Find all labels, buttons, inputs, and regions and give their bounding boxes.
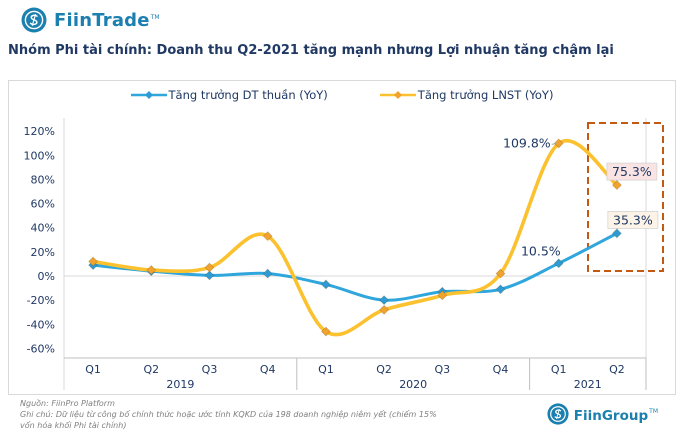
quarter-label: Q3 <box>202 363 218 376</box>
y-tick-label: 80% <box>31 173 55 186</box>
fiingroup-logo-icon <box>547 403 569 425</box>
page-title: Nhóm Phi tài chính: Doanh thu Q2-2021 tă… <box>8 43 614 58</box>
legend-diamond <box>144 91 153 99</box>
footer-brand-name: FiinGroup <box>573 407 649 424</box>
data-point-marker <box>320 326 331 337</box>
quarter-label: Q4 <box>260 363 276 376</box>
quarter-label: Q3 <box>434 363 450 376</box>
fiingroup-logo: FiinGroupTM <box>547 403 658 425</box>
data-label: 35.3% <box>613 212 653 227</box>
data-point-marker <box>262 231 273 242</box>
quarter-label: Q1 <box>318 363 334 376</box>
legend-label-profit: Tăng trưởng LNST (YoY) <box>417 88 554 102</box>
chart-plot-area: 120% 100% 80% 60% 40% 20% 0% -20% -40% -60% 2019 20… <box>9 81 675 396</box>
y-tick-label: 40% <box>31 222 55 235</box>
highlight-box-2021 <box>587 122 664 272</box>
data-point-marker <box>379 295 390 306</box>
data-label-box <box>606 162 658 181</box>
y-tick-label: 0% <box>38 270 55 283</box>
footer: Nguồn: FiinPro Platform Ghi chú: Dữ liệu… <box>20 398 670 431</box>
legend-diamond <box>393 91 402 99</box>
footer-notes: Nguồn: FiinPro Platform Ghi chú: Dữ liệu… <box>20 398 450 431</box>
year-label: 2020 <box>399 378 427 391</box>
legend-marker-profit <box>379 91 416 99</box>
legend-item-profit-growth: Tăng trưởng LNST (YoY) <box>379 88 554 102</box>
data-point-marker <box>553 258 564 269</box>
y-tick-label: 120% <box>24 125 55 138</box>
data-label-box <box>607 211 659 229</box>
data-point-marker <box>146 264 157 275</box>
trademark-mark: TM <box>150 14 160 22</box>
data-point-marker <box>88 256 99 267</box>
source-note: Nguồn: FiinPro Platform <box>20 399 115 408</box>
growth-line-chart: 120% 100% 80% 60% 40% 20% 0% -20% -40% -60% 2019 20… <box>24 118 664 391</box>
quarter-label: Q1 <box>551 363 567 376</box>
data-point-marker <box>495 268 506 279</box>
data-point-marker <box>320 279 331 290</box>
chart-legend: Tăng trưởng DT thuần (YoY) Tăng trưởng L… <box>9 88 675 102</box>
quarter-label: Q4 <box>493 363 509 376</box>
brand-name: FiinTrade <box>54 9 150 31</box>
data-point-marker <box>379 304 390 315</box>
data-point-marker <box>611 180 622 191</box>
series-line-0 <box>91 231 619 302</box>
data-label: 75.3% <box>612 164 652 179</box>
legend-marker-revenue <box>130 91 167 99</box>
y-tick-label: 20% <box>31 246 55 259</box>
quarter-label: Q1 <box>85 363 101 376</box>
y-tick-label: -20% <box>27 294 55 307</box>
data-point-marker <box>553 138 564 149</box>
fiintrade-logo-icon <box>21 7 47 33</box>
legend-item-revenue-growth: Tăng trưởng DT thuần (YoY) <box>130 88 328 102</box>
quarter-label: Q2 <box>609 363 625 376</box>
label-leader-line <box>551 142 557 145</box>
data-label: 109.8% <box>503 135 551 150</box>
data-point-marker <box>611 228 622 239</box>
method-note: Ghi chú: Dữ liệu từ công bố chính thức h… <box>20 410 437 431</box>
data-point-marker <box>495 284 506 295</box>
data-point-marker <box>204 262 215 273</box>
y-tick-label: -40% <box>27 318 55 331</box>
quarter-label: Q2 <box>143 363 159 376</box>
data-point-marker <box>204 270 215 281</box>
y-tick-label: 60% <box>31 198 55 211</box>
data-point-marker <box>437 290 448 301</box>
y-tick-label: -60% <box>27 342 55 355</box>
year-label: 2019 <box>166 378 194 391</box>
series-line-1 <box>91 139 619 337</box>
quarter-label: Q2 <box>376 363 392 376</box>
y-tick-label: 100% <box>24 149 55 162</box>
data-label: 10.5% <box>521 243 561 258</box>
legend-label-revenue: Tăng trưởng DT thuần (YoY) <box>168 88 328 102</box>
year-label: 2021 <box>574 378 602 391</box>
footer-trademark: TM <box>649 408 658 416</box>
fiintrade-logo: FiinTradeTM <box>21 7 160 33</box>
chart-container: Tăng trưởng DT thuần (YoY) Tăng trưởng L… <box>8 80 676 395</box>
data-point-marker <box>262 268 273 279</box>
